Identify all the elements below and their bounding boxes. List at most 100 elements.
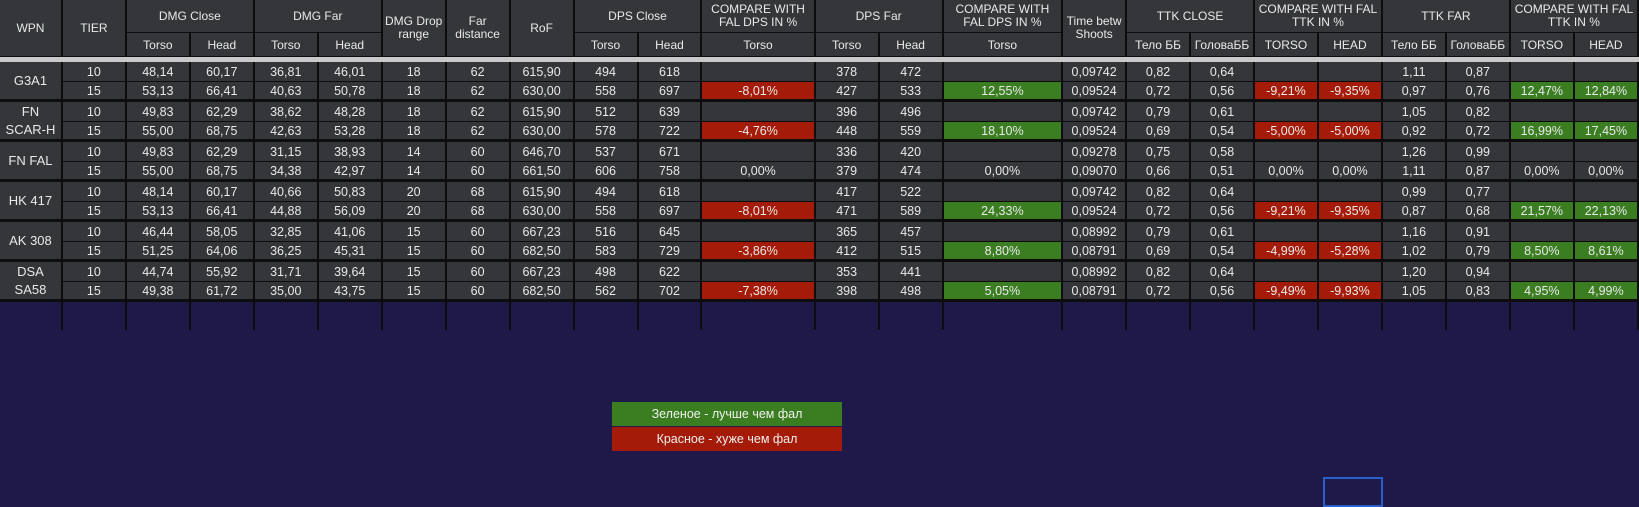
cell-compare-ttk-close-torso[interactable] <box>1255 142 1319 162</box>
empty-cell[interactable] <box>1318 302 1383 330</box>
cell-rof[interactable]: 667,23 <box>510 222 575 242</box>
cell-dps-close-head[interactable]: 671 <box>638 142 703 162</box>
cell-compare-ttk-far-head[interactable] <box>1574 222 1639 242</box>
cell-ttk-close-body[interactable]: 0,72 <box>1127 202 1192 222</box>
cell-dmg-close-head[interactable]: 64,06 <box>190 242 255 262</box>
cell-compare-ttk-far-torso[interactable]: 0,00% <box>1510 162 1575 182</box>
cell-compare-ttk-close-head[interactable]: -5,00% <box>1318 122 1383 142</box>
subheader-compare-ttk-close-head[interactable]: HEAD <box>1318 33 1383 57</box>
cell-compare-dps-far[interactable]: 8,80% <box>943 242 1064 262</box>
cell-tier[interactable]: 10 <box>62 62 127 82</box>
cell-dps-close-head[interactable]: 618 <box>638 182 703 202</box>
cell-ttk-close-body[interactable]: 0,72 <box>1127 282 1192 302</box>
cell-far-distance[interactable]: 62 <box>446 102 511 122</box>
cell-rof[interactable]: 630,00 <box>510 82 575 102</box>
cell-dps-close-torso[interactable]: 578 <box>574 122 639 142</box>
cell-dmg-drop-range[interactable]: 14 <box>382 142 447 162</box>
cell-dps-far-head[interactable]: 457 <box>879 222 944 242</box>
header-compare-ttk-close[interactable]: COMPARE WITH FAL TTK IN % <box>1255 0 1383 33</box>
cell-tier[interactable]: 15 <box>62 122 127 142</box>
cell-dps-close-torso[interactable]: 606 <box>574 162 639 182</box>
empty-cell[interactable] <box>190 302 255 330</box>
subheader-compare-dps-close-torso[interactable]: Torso <box>702 33 816 57</box>
cell-dps-close-torso[interactable]: 494 <box>574 182 639 202</box>
cell-dps-close-head[interactable]: 639 <box>638 102 703 122</box>
cell-dps-far-head[interactable]: 420 <box>879 142 944 162</box>
cell-ttk-far-body[interactable]: 1,05 <box>1382 282 1447 302</box>
cell-compare-ttk-close-head[interactable] <box>1318 182 1383 202</box>
cell-compare-ttk-close-head[interactable] <box>1318 222 1383 242</box>
subheader-dps-far-torso[interactable]: Torso <box>815 33 880 57</box>
cell-dmg-far-torso[interactable]: 40,66 <box>254 182 319 202</box>
cell-compare-ttk-close-head[interactable]: -9,35% <box>1318 202 1383 222</box>
cell-tier[interactable]: 15 <box>62 202 127 222</box>
cell-compare-ttk-close-head[interactable]: -9,93% <box>1318 282 1383 302</box>
cell-ttk-far-body[interactable]: 0,97 <box>1382 82 1447 102</box>
cell-ttk-close-body[interactable]: 0,72 <box>1127 82 1192 102</box>
subheader-ttk-close-body[interactable]: Тело ББ <box>1127 33 1192 57</box>
cell-ttk-far-body[interactable]: 1,02 <box>1382 242 1447 262</box>
cell-weapon-name[interactable]: DSA SA58 <box>0 262 63 302</box>
cell-compare-ttk-close-torso[interactable] <box>1255 222 1319 242</box>
cell-dps-far-head[interactable]: 533 <box>879 82 944 102</box>
cell-far-distance[interactable]: 68 <box>446 182 511 202</box>
subheader-compare-dps-far-torso[interactable]: Torso <box>943 33 1064 57</box>
cell-dmg-drop-range[interactable]: 18 <box>382 62 447 82</box>
cell-weapon-name[interactable]: AK 308 <box>0 222 63 262</box>
cell-dmg-drop-range[interactable]: 18 <box>382 122 447 142</box>
cell-compare-dps-close[interactable]: -3,86% <box>702 242 816 262</box>
cell-dps-close-torso[interactable]: 498 <box>574 262 639 282</box>
cell-dmg-close-head[interactable]: 68,75 <box>190 162 255 182</box>
cell-time-betw-shoots[interactable]: 0,09278 <box>1063 142 1128 162</box>
cell-compare-dps-close[interactable]: -7,38% <box>702 282 816 302</box>
cell-dmg-far-head[interactable]: 43,75 <box>318 282 383 302</box>
empty-cell[interactable] <box>126 302 191 330</box>
cell-dps-far-torso[interactable]: 353 <box>815 262 880 282</box>
cell-compare-ttk-close-torso[interactable]: -9,21% <box>1255 202 1319 222</box>
cell-dps-close-torso[interactable]: 537 <box>574 142 639 162</box>
cell-dmg-close-head[interactable]: 62,29 <box>190 102 255 122</box>
cell-dmg-close-torso[interactable]: 44,74 <box>126 262 191 282</box>
cell-dps-far-torso[interactable]: 417 <box>815 182 880 202</box>
cell-time-betw-shoots[interactable]: 0,09742 <box>1063 102 1128 122</box>
cell-compare-ttk-far-torso[interactable] <box>1510 142 1575 162</box>
cell-compare-ttk-far-torso[interactable] <box>1510 182 1575 202</box>
cell-tier[interactable]: 15 <box>62 162 127 182</box>
cell-rof[interactable]: 630,00 <box>510 122 575 142</box>
header-wpn[interactable]: WPN <box>0 0 63 57</box>
cell-dmg-drop-range[interactable]: 15 <box>382 262 447 282</box>
cell-compare-ttk-close-head[interactable] <box>1318 62 1383 82</box>
cell-ttk-far-body[interactable]: 1,16 <box>1382 222 1447 242</box>
cell-dps-far-torso[interactable]: 412 <box>815 242 880 262</box>
header-dps-close[interactable]: DPS Close <box>574 0 703 33</box>
cell-compare-dps-far[interactable]: 0,00% <box>943 162 1064 182</box>
cell-time-betw-shoots[interactable]: 0,09524 <box>1063 122 1128 142</box>
cell-ttk-far-head[interactable]: 0,87 <box>1446 62 1511 82</box>
cell-dmg-close-head[interactable]: 60,17 <box>190 182 255 202</box>
cell-compare-ttk-close-torso[interactable] <box>1255 62 1319 82</box>
cell-dmg-close-head[interactable]: 58,05 <box>190 222 255 242</box>
cell-dmg-drop-range[interactable]: 15 <box>382 222 447 242</box>
cell-ttk-close-head[interactable]: 0,54 <box>1191 122 1255 142</box>
cell-compare-dps-close[interactable]: -4,76% <box>702 122 816 142</box>
cell-compare-ttk-close-torso[interactable]: -4,99% <box>1255 242 1319 262</box>
cell-compare-ttk-far-head[interactable] <box>1574 262 1639 282</box>
cell-compare-ttk-far-head[interactable]: 12,84% <box>1574 82 1639 102</box>
cell-compare-ttk-far-head[interactable] <box>1574 182 1639 202</box>
cell-compare-ttk-close-head[interactable] <box>1318 102 1383 122</box>
cell-dps-far-head[interactable]: 441 <box>879 262 944 282</box>
header-ttk-close[interactable]: TTK CLOSE <box>1127 0 1255 33</box>
cell-compare-ttk-far-head[interactable]: 4,99% <box>1574 282 1639 302</box>
cell-ttk-close-body[interactable]: 0,82 <box>1127 62 1192 82</box>
cell-dmg-close-torso[interactable]: 53,13 <box>126 82 191 102</box>
cell-tier[interactable]: 15 <box>62 82 127 102</box>
cell-ttk-far-body[interactable]: 0,99 <box>1382 182 1447 202</box>
cell-dps-close-head[interactable]: 722 <box>638 122 703 142</box>
cell-dmg-far-head[interactable]: 50,78 <box>318 82 383 102</box>
cell-compare-ttk-far-torso[interactable]: 12,47% <box>1510 82 1575 102</box>
cell-ttk-far-head[interactable]: 0,83 <box>1446 282 1511 302</box>
cell-weapon-name[interactable]: HK 417 <box>0 182 63 222</box>
cell-dps-close-head[interactable]: 697 <box>638 82 703 102</box>
cell-rof[interactable]: 615,90 <box>510 62 575 82</box>
cell-time-betw-shoots[interactable]: 0,08791 <box>1063 282 1128 302</box>
